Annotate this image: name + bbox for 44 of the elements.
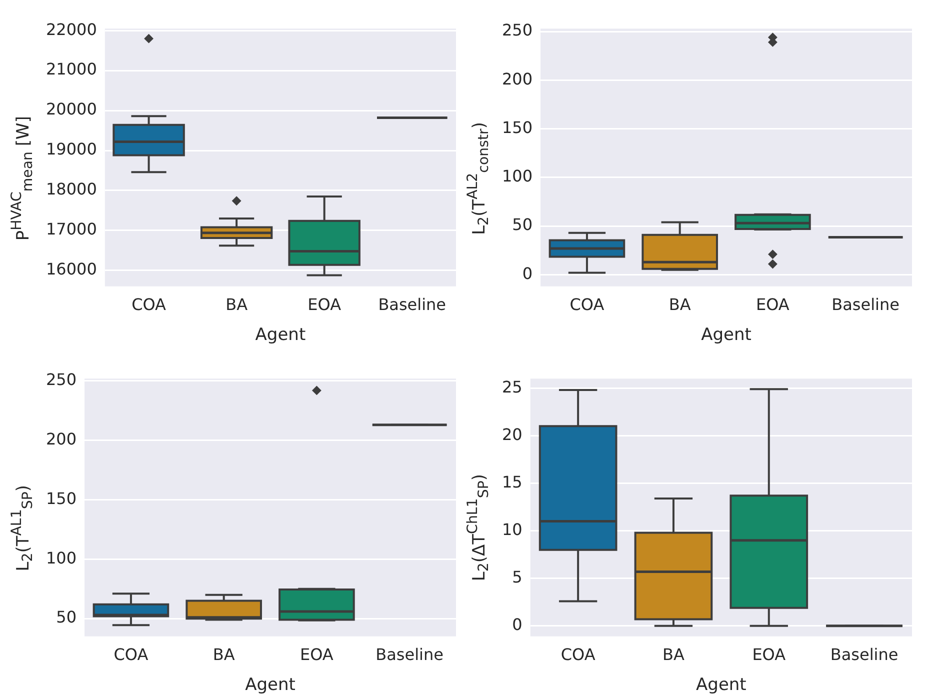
y-tick-label: 21000 xyxy=(46,59,97,78)
y-tick-label: 20 xyxy=(502,424,522,444)
y-tick-label: 50 xyxy=(56,607,77,626)
x-tick-label: Baseline xyxy=(376,644,444,664)
x-tick-label: Baseline xyxy=(378,294,446,314)
x-axis-title: Agent xyxy=(701,324,752,345)
x-tick-label: BA xyxy=(662,644,684,664)
y-tick-label: 100 xyxy=(502,166,533,186)
x-axis-title: Agent xyxy=(696,674,747,695)
y-tick-label: 200 xyxy=(502,68,533,88)
x-tick-label: BA xyxy=(226,294,248,314)
y-tick-label: 150 xyxy=(46,488,77,508)
y-tick-label: 0 xyxy=(522,263,533,282)
y-tick-label: 200 xyxy=(46,429,77,448)
x-tick-label: EOA xyxy=(752,644,786,664)
x-tick-label: COA xyxy=(132,294,166,314)
x-tick-label: EOA xyxy=(308,294,342,314)
x-tick-label: Baseline xyxy=(830,644,898,664)
y-tick-label: 19000 xyxy=(46,139,97,158)
y-tick-label: 250 xyxy=(502,20,533,40)
x-tick-label: COA xyxy=(570,294,604,314)
x-tick-label: BA xyxy=(212,644,235,664)
x-tick-label: COA xyxy=(114,644,148,664)
y-tick-label: 0 xyxy=(512,614,522,634)
y-tick-label: 100 xyxy=(46,548,77,567)
y-tick-label: 50 xyxy=(512,214,533,234)
x-axis-title: Agent xyxy=(255,324,306,345)
y-tick-label: 15 xyxy=(502,472,522,491)
x-tick-label: COA xyxy=(560,644,596,664)
y-tick-label: 25 xyxy=(502,376,522,396)
x-tick-label: EOA xyxy=(300,644,334,664)
y-tick-label: 18000 xyxy=(46,179,97,198)
y-tick-label: 250 xyxy=(46,370,77,389)
y-tick-label: 10 xyxy=(502,519,522,538)
y-tick-label: 17000 xyxy=(46,219,97,238)
x-axis-title: Agent xyxy=(245,674,296,695)
x-tick-label: EOA xyxy=(756,294,790,314)
y-tick-label: 16000 xyxy=(46,259,97,278)
y-tick-label: 20000 xyxy=(46,99,97,118)
y-tick-label: 150 xyxy=(502,117,533,136)
x-tick-label: BA xyxy=(668,294,691,314)
y-tick-label: 5 xyxy=(512,567,522,586)
y-tick-label: 22000 xyxy=(46,19,97,38)
x-tick-label: Baseline xyxy=(832,294,900,314)
